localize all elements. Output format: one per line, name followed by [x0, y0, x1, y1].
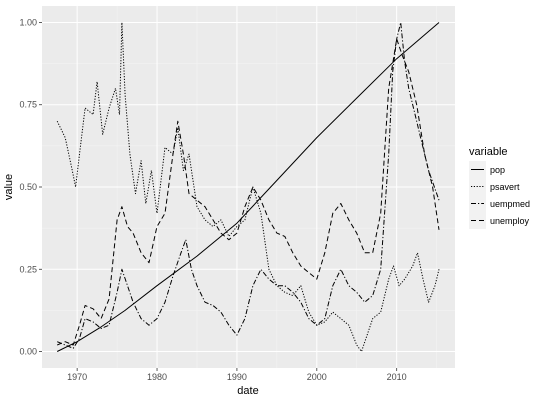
y-axis-ticks: 0.00 0.25 0.50 0.75 1.00 — [19, 17, 42, 357]
legend-title: variable — [469, 146, 508, 158]
series-line-pop — [56, 22, 440, 352]
x-tick-label: 2010 — [387, 372, 407, 382]
grid-lines — [42, 6, 455, 368]
legend-label-psavert: psavert — [490, 182, 520, 192]
legend-label-unemploy: unemploy — [490, 216, 530, 226]
x-tick-label: 2000 — [307, 372, 327, 382]
y-tick-label: 0.25 — [19, 264, 37, 274]
series-lines — [56, 22, 440, 352]
legend-label-uempmed: uempmed — [490, 199, 530, 209]
series-line-uempmed — [57, 22, 440, 349]
y-axis-title: value — [3, 174, 15, 200]
y-tick-label: 0.75 — [19, 100, 37, 110]
series-line-psavert — [56, 22, 440, 352]
y-tick-label: 1.00 — [19, 17, 37, 27]
series-line-unemploy — [57, 38, 440, 346]
x-axis-ticks: 1970 1980 1990 2000 2010 — [67, 368, 407, 382]
x-axis-title: date — [237, 385, 258, 397]
legend: variable pop psavert uempmed unemploy — [469, 146, 530, 229]
x-tick-label: 1990 — [227, 372, 247, 382]
x-tick-label: 1980 — [147, 372, 167, 382]
y-tick-label: 0.50 — [19, 182, 37, 192]
legend-key-uempmed — [469, 195, 486, 212]
legend-key-unemploy — [469, 212, 486, 229]
y-tick-label: 0.00 — [19, 347, 37, 357]
x-tick-label: 1970 — [67, 372, 87, 382]
legend-label-pop: pop — [490, 165, 505, 175]
